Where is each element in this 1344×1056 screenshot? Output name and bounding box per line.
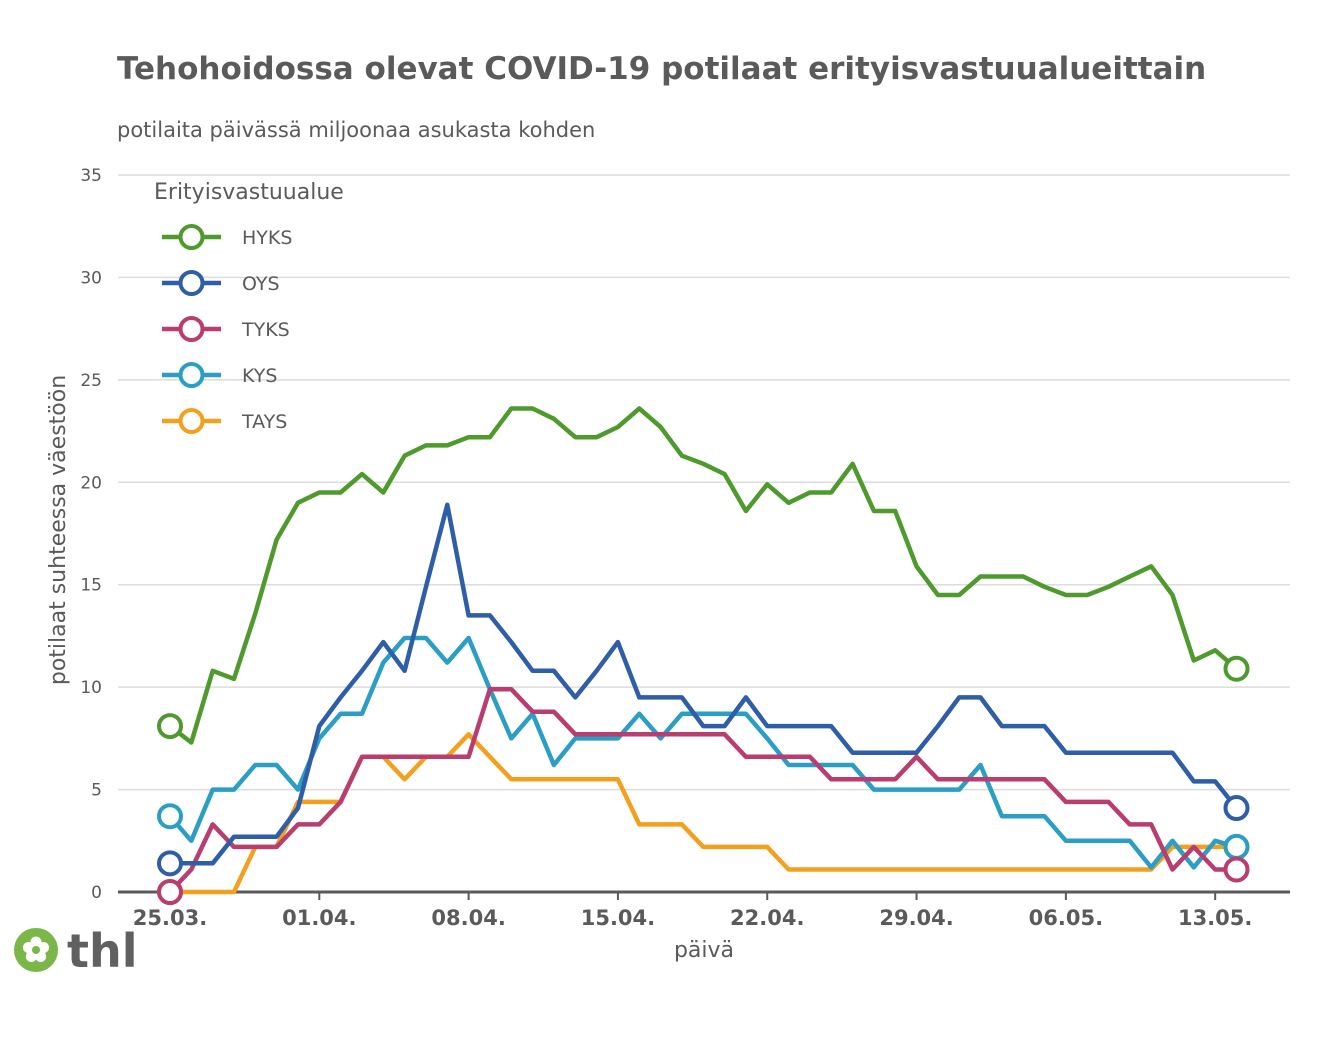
x-tick-label: 08.04. [431, 906, 505, 930]
series-kys[interactable] [157, 635, 1250, 870]
legend-label: KYS [242, 365, 277, 387]
y-tick-label: 10 [80, 678, 102, 698]
legend-swatch-marker [178, 408, 205, 434]
series-start-point[interactable] [157, 803, 183, 830]
y-tick-label: 20 [80, 473, 102, 493]
y-tick-label: 15 [80, 576, 102, 596]
legend-label: TAYS [241, 411, 287, 433]
y-tick-label: 0 [91, 883, 102, 903]
series-start-point[interactable] [157, 850, 183, 877]
legend-title: Erityisvastuualue [154, 180, 344, 205]
series-start-point[interactable] [157, 879, 183, 905]
legend-label: HYKS [242, 227, 292, 249]
y-tick-label: 25 [80, 371, 102, 391]
x-tick-label: 01.04. [282, 906, 356, 930]
y-tick-label: 30 [80, 268, 102, 288]
series-line-oys[interactable] [167, 502, 1239, 866]
series-end-point[interactable] [1223, 795, 1250, 822]
series-hyks[interactable] [157, 406, 1250, 745]
series-line-tyks[interactable] [167, 686, 1239, 895]
legend-item-kys[interactable]: KYS [162, 362, 277, 388]
y-axis-ticks: 0 5 10 15 20 25 30 35 [80, 166, 102, 903]
y-tick-label: 35 [80, 166, 102, 186]
legend-label: OYS [242, 273, 280, 295]
thl-flower-icon [14, 928, 58, 972]
legend-item-hyks[interactable]: HYKS [162, 224, 292, 250]
x-tick-label: 06.05. [1029, 906, 1103, 930]
y-tick-label: 5 [91, 781, 102, 801]
x-axis-label: päivä [674, 938, 734, 963]
thl-logo: thl [14, 924, 138, 978]
legend-item-oys[interactable]: OYS [162, 270, 280, 296]
chart-title: Tehohoidossa olevat COVID-19 potilaat er… [117, 51, 1206, 87]
x-tick-label: 15.04. [581, 906, 655, 930]
legend-swatch-marker [178, 362, 205, 388]
y-axis-label: potilaat suhteessa väestöön [46, 375, 71, 685]
legend-swatch-marker [178, 316, 205, 342]
x-axis: 25.03. 01.04. 08.04. 15.04. 22.04. 29.04. 06.0… [118, 890, 1290, 930]
grid-lines [118, 174, 1290, 791]
x-tick-label: 29.04. [879, 906, 953, 930]
series-line-kys[interactable] [167, 635, 1239, 870]
series-end-point[interactable] [1223, 833, 1250, 860]
chart-subtitle: potilaita päivässä miljoonaa asukasta ko… [117, 118, 595, 142]
legend[interactable]: Erityisvastuualue HYKS OYS TYKS KYS TAYS [154, 180, 344, 434]
x-tick-label: 13.05. [1178, 906, 1252, 930]
x-tick-label: 22.04. [730, 906, 804, 930]
series-line-hyks[interactable] [167, 406, 1239, 745]
series-lines [157, 406, 1250, 905]
series-oys[interactable] [157, 502, 1250, 877]
thl-logo-text: thl [67, 924, 138, 978]
legend-label: TYKS [241, 319, 290, 341]
legend-item-tays[interactable]: TAYS [162, 408, 287, 434]
series-tyks[interactable] [157, 686, 1250, 905]
series-end-point[interactable] [1223, 655, 1250, 682]
legend-swatch-marker [178, 224, 205, 250]
x-tick-label: 25.03. [133, 906, 207, 930]
series-start-point[interactable] [157, 713, 183, 740]
legend-swatch-marker [178, 270, 205, 296]
legend-item-tyks[interactable]: TYKS [162, 316, 290, 342]
series-end-point[interactable] [1223, 856, 1250, 883]
